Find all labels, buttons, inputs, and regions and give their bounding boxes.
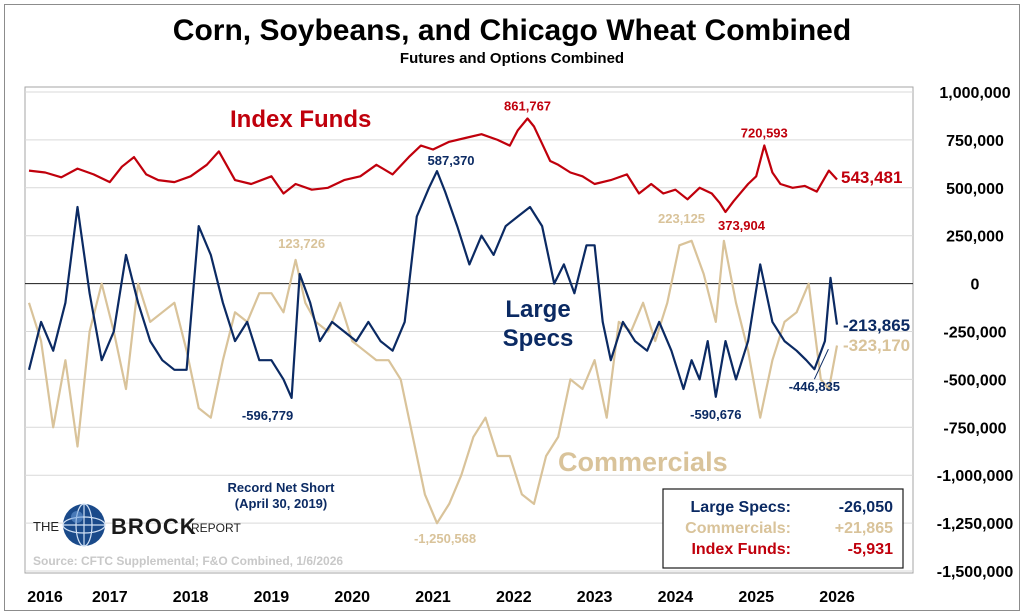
legend-box: Large Specs: -26,050 Commercials: +21,865 In… bbox=[662, 488, 904, 569]
series-line-commercials bbox=[27, 239, 839, 525]
y-tick-label: -1,000,000 bbox=[937, 468, 1014, 485]
record-note-line1: Record Net Short bbox=[228, 480, 336, 495]
legend-value: +21,865 bbox=[835, 520, 893, 537]
source-note: Source: CFTC Supplemental; F&O Combined,… bbox=[33, 554, 343, 568]
x-axis-ticks: 2016 2017 2018 2019 2020 2021 2022 2023 2024 2025… bbox=[27, 589, 855, 606]
x-tick-label: 2020 bbox=[334, 589, 370, 606]
data-annotation: 223,125 bbox=[658, 211, 705, 226]
legend-value: -26,050 bbox=[839, 499, 893, 516]
data-annotation: 123,726 bbox=[278, 236, 325, 251]
chart-frame: Corn, Soybeans, and Chicago Wheat Combin… bbox=[4, 4, 1020, 611]
y-tick-label: 250,000 bbox=[946, 229, 1004, 246]
x-tick-label: 2024 bbox=[658, 589, 694, 606]
y-tick-label: -250,000 bbox=[943, 325, 1006, 342]
x-tick-label: 2026 bbox=[819, 589, 855, 606]
series-lines bbox=[27, 117, 839, 525]
legend-label: Commercials: bbox=[685, 520, 791, 537]
chart-title: Corn, Soybeans, and Chicago Wheat Combin… bbox=[173, 14, 851, 47]
annotation-leader bbox=[813, 349, 829, 380]
y-tick-label: 750,000 bbox=[946, 133, 1004, 150]
x-tick-label: 2017 bbox=[92, 589, 128, 606]
data-annotation: 587,370 bbox=[428, 153, 475, 168]
x-tick-label: 2023 bbox=[577, 589, 613, 606]
x-tick-label: 2022 bbox=[496, 589, 532, 606]
y-tick-label: -1,500,000 bbox=[937, 564, 1014, 581]
logo-brock: BROCK bbox=[111, 514, 197, 539]
x-tick-label: 2016 bbox=[27, 589, 63, 606]
data-annotation: 861,767 bbox=[504, 98, 551, 113]
large-specs-label-line1: Large bbox=[505, 296, 570, 323]
data-annotation: -1,250,568 bbox=[414, 531, 476, 546]
legend-label: Index Funds: bbox=[691, 541, 791, 558]
data-annotation: 720,593 bbox=[741, 126, 788, 141]
y-tick-label: -1,250,000 bbox=[937, 516, 1014, 533]
annotations: 861,767 720,593 373,904 587,370 -596,779 -590… bbox=[242, 98, 910, 546]
end-value-label: 543,481 bbox=[841, 168, 902, 187]
y-tick-label: -500,000 bbox=[943, 372, 1006, 389]
commercials-label: Commercials bbox=[558, 447, 728, 477]
y-tick-label: 0 bbox=[971, 277, 980, 294]
logo-the: THE bbox=[33, 519, 59, 534]
x-tick-label: 2025 bbox=[738, 589, 774, 606]
index-funds-label: Index Funds bbox=[230, 106, 371, 133]
chart-svg: Corn, Soybeans, and Chicago Wheat Combin… bbox=[24, 14, 1014, 606]
chart-subtitle: Futures and Options Combined bbox=[400, 50, 624, 67]
brock-report-logo: THE BROCK REPORT bbox=[33, 503, 241, 547]
x-tick-label: 2021 bbox=[415, 589, 451, 606]
end-value-label: -213,865 bbox=[843, 316, 910, 335]
legend-label: Large Specs: bbox=[691, 499, 791, 516]
series-line-index-funds bbox=[28, 117, 838, 214]
globe-icon bbox=[62, 503, 106, 547]
record-note-line2: (April 30, 2019) bbox=[235, 496, 328, 511]
x-tick-label: 2019 bbox=[254, 589, 290, 606]
y-tick-label: 500,000 bbox=[946, 181, 1004, 198]
x-tick-label: 2018 bbox=[173, 589, 209, 606]
legend-value: -5,931 bbox=[848, 541, 893, 558]
grid-lines bbox=[25, 91, 913, 572]
end-value-label: -323,170 bbox=[843, 336, 910, 355]
data-annotation: 373,904 bbox=[718, 218, 766, 233]
logo-report: REPORT bbox=[191, 521, 241, 535]
data-annotation: -590,676 bbox=[690, 407, 741, 422]
series-line-large-specs bbox=[27, 170, 839, 399]
large-specs-label-line2: Specs bbox=[503, 325, 574, 352]
data-annotation: -596,779 bbox=[242, 408, 293, 423]
y-tick-label: -750,000 bbox=[943, 420, 1006, 437]
y-axis-ticks: 1,000,000 750,000 500,000 250,000 0 -250,000 -… bbox=[937, 85, 1014, 581]
y-tick-label: 1,000,000 bbox=[939, 85, 1010, 102]
data-annotation: -446,835 bbox=[789, 379, 840, 394]
